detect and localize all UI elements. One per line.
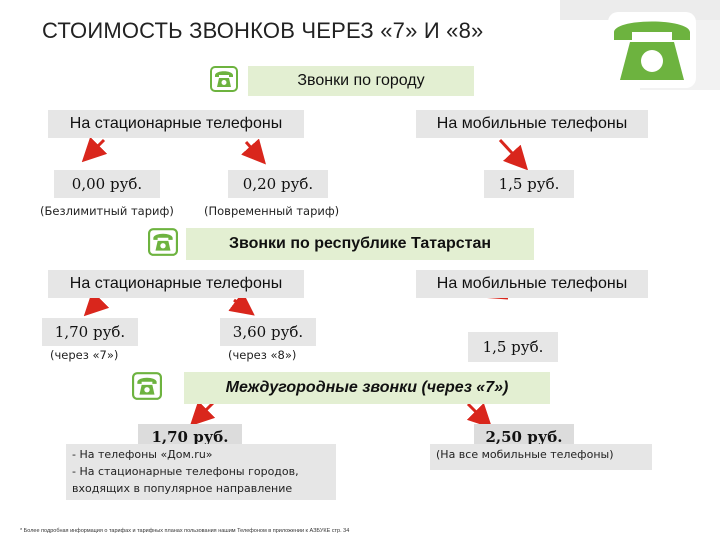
phone-icon-republic bbox=[148, 228, 178, 256]
republic-mobile-label: На мобильные телефоны bbox=[416, 270, 648, 298]
republic-mobile-price: 1,5 руб. bbox=[468, 332, 558, 362]
longdistance-section-heading: Междугородные звонки (через «7») bbox=[184, 372, 550, 404]
republic-via8-note: (через «8») bbox=[228, 348, 297, 362]
city-section-heading: Звонки по городу bbox=[248, 66, 474, 96]
city-timebased-price: 0,20 руб. bbox=[228, 170, 328, 198]
republic-section-heading: Звонки по республике Татарстан bbox=[186, 228, 534, 260]
longdistance-left-note-line-1: - На телефоны «Дом.ru» bbox=[72, 448, 213, 461]
republic-landline-label: На стационарные телефоны bbox=[48, 270, 304, 298]
republic-via8-price: 3,60 руб. bbox=[220, 318, 316, 346]
longdistance-right-note: (На все мобильные телефоны) bbox=[430, 444, 652, 470]
longdistance-left-note-line-3: входящих в популярное направление bbox=[72, 482, 293, 495]
republic-via7-note: (через «7») bbox=[50, 348, 119, 362]
city-landline-label: На стационарные телефоны bbox=[48, 110, 304, 138]
longdistance-left-note-line-2: - На стационарные телефоны городов, bbox=[72, 465, 299, 478]
city-unlimited-price: 0,00 руб. bbox=[54, 170, 160, 198]
city-mobile-label: На мобильные телефоны bbox=[416, 110, 648, 138]
phone-icon-longdistance bbox=[132, 372, 162, 400]
city-mobile-price: 1,5 руб. bbox=[484, 170, 574, 198]
page-title: СТОИМОСТЬ ЗВОНКОВ ЧЕРЕЗ «7» И «8» bbox=[42, 18, 484, 43]
footnote: * Более подробная информация о тарифах и… bbox=[20, 528, 350, 534]
phone-icon-city bbox=[210, 66, 238, 92]
phone-icon-large bbox=[606, 10, 698, 90]
longdistance-left-note: - На телефоны «Дом.ru» - На стационарные… bbox=[66, 444, 336, 500]
city-unlimited-note: (Безлимитный тариф) bbox=[40, 204, 174, 218]
republic-via7-price: 1,70 руб. bbox=[42, 318, 138, 346]
city-timebased-note: (Повременный тариф) bbox=[204, 204, 340, 218]
